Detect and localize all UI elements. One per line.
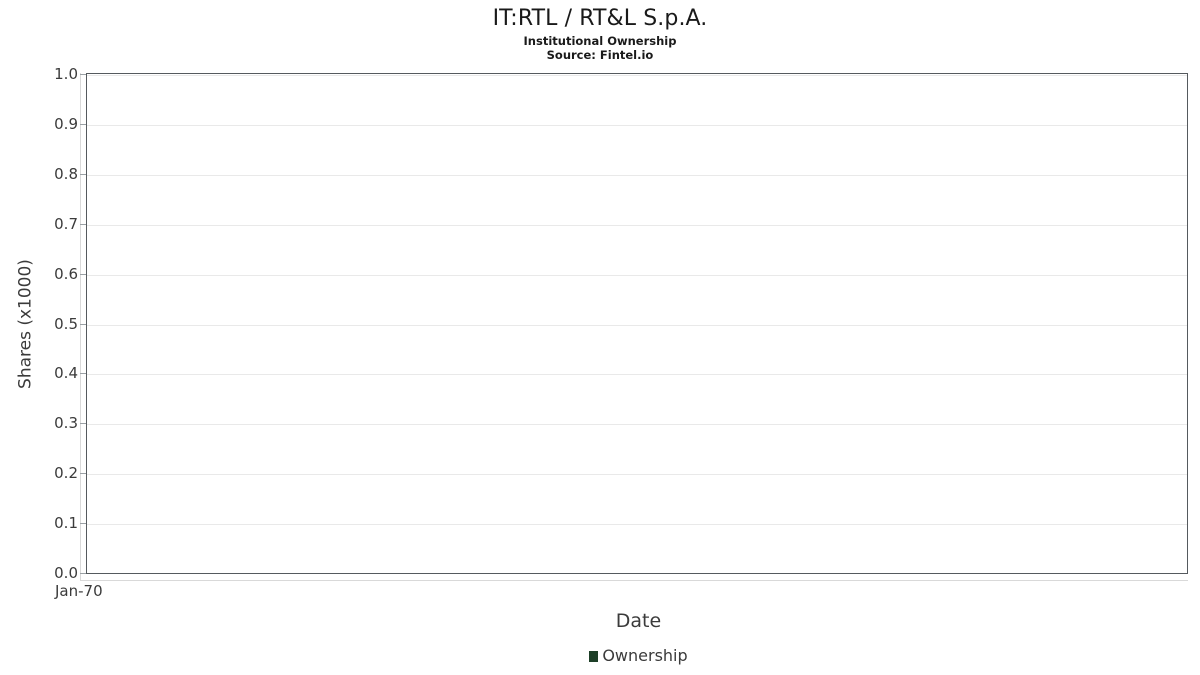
chart-title: IT:RTL / RT&L S.p.A. [492, 6, 708, 31]
gridline-y-0.5 [87, 325, 1187, 326]
gridline-y-0.7 [87, 225, 1187, 226]
x-tick-label-jan-70: Jan-70 [55, 582, 103, 600]
y-tick-mark-0.8 [80, 174, 86, 175]
gridline-y-0.2 [87, 474, 1187, 475]
y-tick-label-0.4: 0.4 [54, 364, 78, 382]
series-ownership-line [87, 74, 1187, 573]
y-tick-mark-0.1 [80, 523, 86, 524]
y-tick-mark-0.4 [80, 373, 86, 374]
y-tick-label-0.6: 0.6 [54, 265, 78, 283]
y-tick-label-0.8: 0.8 [54, 165, 78, 183]
plot-area [86, 73, 1188, 574]
y-tick-mark-0.6 [80, 274, 86, 275]
y-tick-label-0.3: 0.3 [54, 414, 78, 432]
y-tick-mark-0.5 [80, 324, 86, 325]
y-tick-mark-0.2 [80, 473, 86, 474]
y-tick-label-0.1: 0.1 [54, 514, 78, 532]
y-tick-mark-0.7 [80, 224, 86, 225]
chart-header: IT:RTL / RT&L S.p.A. Institutional Owner… [0, 0, 1200, 62]
gridline-y-1.0 [87, 75, 1187, 76]
legend-swatch-icon [589, 650, 599, 662]
gridline-y-0.1 [87, 524, 1187, 525]
y-tick-label-1.0: 1.0 [54, 65, 78, 83]
legend-label-ownership: Ownership [602, 646, 688, 665]
legend-item-ownership[interactable]: Ownership [589, 646, 688, 666]
gridline-y-0.9 [87, 125, 1187, 126]
chart-subtitle: Institutional Ownership [523, 34, 677, 48]
gridline-y-0.8 [87, 175, 1187, 176]
chart-source-label: Source: Fintel.io [546, 48, 654, 62]
y-tick-mark-0.3 [80, 423, 86, 424]
gridline-y-0.6 [87, 275, 1187, 276]
y-tick-label-0.9: 0.9 [54, 115, 78, 133]
y-tick-mark-1.0 [80, 74, 86, 75]
y-tick-mark-0.9 [80, 124, 86, 125]
y-tick-label-0.2: 0.2 [54, 464, 78, 482]
y-tick-label-0.5: 0.5 [54, 315, 78, 333]
gridline-y-0.3 [87, 424, 1187, 425]
y-tick-label-0.7: 0.7 [54, 215, 78, 233]
axis-bottom-rail [80, 580, 1188, 581]
gridline-y-0.4 [87, 374, 1187, 375]
y-tick-label-0.0: 0.0 [54, 564, 78, 582]
axis-left-rail [80, 73, 81, 581]
y-axis-title: Shares (x1000) [15, 259, 36, 389]
chart-legend: Ownership [0, 646, 1200, 666]
x-axis-title: Date [615, 610, 662, 632]
y-tick-mark-0.0 [80, 573, 86, 574]
